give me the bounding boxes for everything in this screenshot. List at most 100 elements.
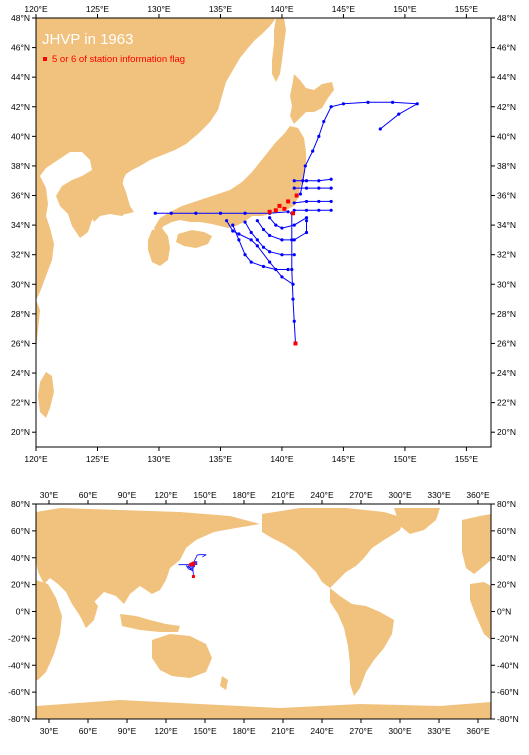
lon-tick-label: 135°E <box>209 454 233 464</box>
station-point <box>304 208 309 212</box>
lon-tick-label: 90°E <box>118 726 137 736</box>
lon-tick-label: 240°E <box>310 490 334 500</box>
station-point <box>280 238 284 242</box>
antarctica <box>36 700 491 719</box>
station-point <box>261 227 266 232</box>
lat-tick-label: 38°N <box>11 161 30 171</box>
station-point <box>249 238 253 242</box>
lat-tick-label: 44°N <box>497 72 516 82</box>
honshu <box>154 126 306 232</box>
flag-marker <box>189 563 193 567</box>
lat-tick-label: 24°N <box>11 368 30 378</box>
lon-tick-label: 210°E <box>271 726 295 736</box>
flag-marker <box>286 199 291 204</box>
lon-tick-label: 120°E <box>154 490 178 500</box>
station-point <box>292 208 296 212</box>
station-point <box>218 211 223 215</box>
regional-frame <box>35 17 492 448</box>
station-point <box>329 199 333 204</box>
lat-tick-label: 30°N <box>11 279 30 289</box>
flag-marker <box>291 211 296 216</box>
lon-tick-label: 300°E <box>388 490 412 500</box>
station-point <box>292 201 296 205</box>
regional-flags <box>267 193 299 346</box>
lat-tick-label: 32°N <box>497 250 516 260</box>
lon-tick-label: 30°E <box>40 726 59 736</box>
station-point <box>329 208 333 212</box>
lat-tick-label: -60°N <box>497 687 519 697</box>
station-point <box>280 275 284 279</box>
station-point <box>249 260 253 264</box>
taiwan <box>38 372 54 418</box>
lat-tick-label: -80°N <box>497 714 519 724</box>
station-point <box>237 232 241 236</box>
lat-tick-label: 48°N <box>497 13 516 23</box>
lon-tick-label: 360°E <box>466 490 490 500</box>
lat-tick-label: 28°N <box>11 309 30 319</box>
station-point <box>303 164 307 168</box>
station-point <box>322 119 326 124</box>
lon-tick-label: 140°E <box>270 4 294 14</box>
lat-tick-label: 46°N <box>497 43 516 53</box>
lon-tick-label: 155°E <box>455 454 479 464</box>
lat-tick-label: 34°N <box>497 220 516 230</box>
lat-tick-label: 42°N <box>497 102 516 112</box>
regional-land <box>36 18 334 418</box>
lon-tick-label: 140°E <box>270 454 294 464</box>
lat-tick-label: 20°N <box>497 427 516 437</box>
map-title: JHVP in 1963 <box>42 31 133 48</box>
lat-tick-label: 0°N <box>16 607 30 617</box>
station-point <box>317 208 321 212</box>
station-point <box>317 186 321 190</box>
station-point <box>397 112 401 116</box>
lat-tick-label: 40°N <box>11 553 30 563</box>
station-point <box>169 211 173 215</box>
lat-tick-label: 40°N <box>11 131 30 141</box>
lon-tick-label: 125°E <box>86 4 110 14</box>
lon-tick-label: 125°E <box>86 454 110 464</box>
eurasia <box>36 508 260 616</box>
flag-marker <box>267 209 272 214</box>
lat-tick-label: 60°N <box>497 526 516 536</box>
lon-tick-label: 145°E <box>332 4 356 14</box>
lat-tick-label: 20°N <box>497 580 516 590</box>
station-point <box>261 245 266 249</box>
lat-tick-label: 28°N <box>497 309 516 319</box>
lat-tick-label: -80°N <box>8 714 30 724</box>
lat-tick-label: -40°N <box>8 660 30 670</box>
station-point <box>304 199 309 204</box>
lat-tick-label: 38°N <box>497 161 516 171</box>
lat-tick-label: 42°N <box>11 102 30 112</box>
lon-tick-label: 135°E <box>209 4 233 14</box>
lon-tick-label: 240°E <box>310 726 334 736</box>
korea <box>86 166 130 222</box>
station-point <box>286 267 290 272</box>
india <box>76 592 98 628</box>
station-point <box>255 219 259 223</box>
lon-tick-label: 130°E <box>147 454 171 464</box>
lat-tick-label: 22°N <box>497 398 516 408</box>
station-point <box>280 253 284 257</box>
lon-tick-label: 120°E <box>24 454 48 464</box>
lat-tick-label: 60°N <box>11 526 30 536</box>
station-point <box>304 179 309 183</box>
station-point <box>194 211 198 215</box>
lat-tick-label: 34°N <box>11 220 30 230</box>
station-point <box>304 216 309 220</box>
station-point <box>255 238 259 242</box>
global-flags <box>189 561 196 579</box>
station-point <box>317 134 321 138</box>
africa-west <box>470 582 491 640</box>
global-ticks: 30°E 30°E 60°E 60°E 90°E 90°E 120°E 120°E 150°E 1… <box>8 490 519 736</box>
lon-tick-label: 150°E <box>393 4 417 14</box>
lon-tick-label: 360°E <box>466 726 490 736</box>
lon-tick-label: 300°E <box>388 726 412 736</box>
lon-tick-label: 30°E <box>40 490 59 500</box>
station-point <box>290 267 294 272</box>
china-coast-south <box>36 300 40 350</box>
lon-tick-label: 180°E <box>232 726 256 736</box>
station-point <box>391 100 395 104</box>
station-point <box>329 177 333 181</box>
station-point <box>317 199 321 204</box>
lat-tick-label: 40°N <box>497 553 516 563</box>
